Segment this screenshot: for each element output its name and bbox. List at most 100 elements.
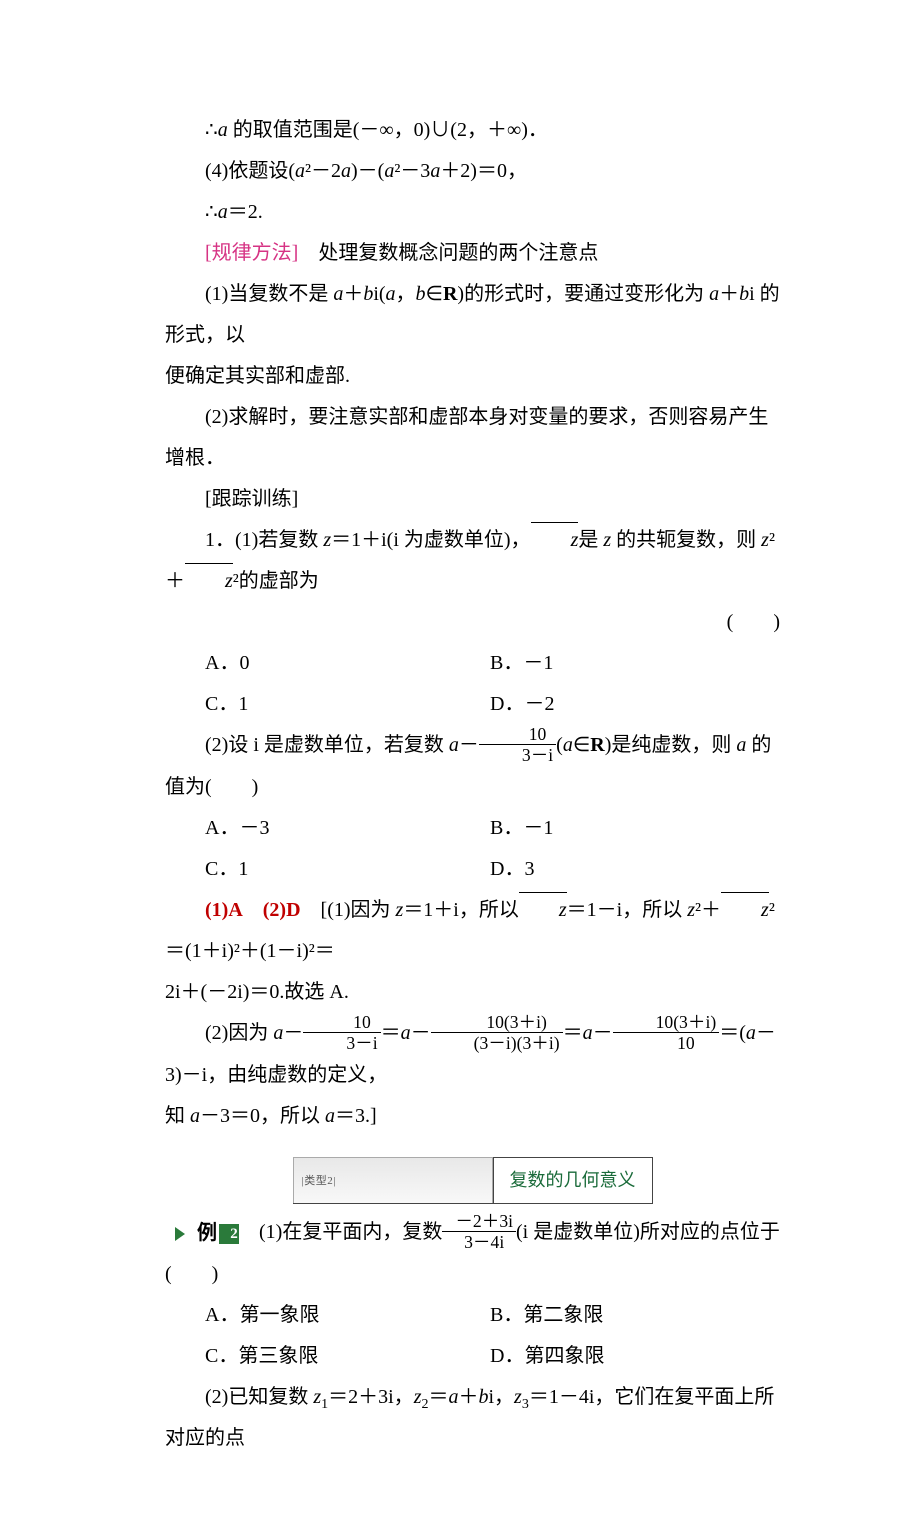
rule-item-1: (1)当复数不是 a＋bi(a，b∈R)的形式时，要通过变形化为 a＋bi 的形…	[165, 274, 780, 356]
denominator: 3－i	[303, 1033, 380, 1053]
text: ＝2.	[228, 201, 263, 223]
text: (2)因为	[205, 1022, 273, 1044]
option-b: B．－1	[490, 808, 780, 849]
var-a: a	[430, 160, 440, 182]
var-a: a	[333, 283, 343, 305]
fraction: 10(3＋i)(3－i)(3＋i)	[431, 1012, 563, 1053]
fraction: 10(3＋i)10	[613, 1012, 720, 1053]
var-z: z	[761, 529, 769, 551]
text: )是纯虚数，则	[605, 734, 737, 756]
text: )的形式时，要通过变形化为	[457, 283, 709, 305]
question-1-1: 1．(1)若复数 z＝1＋i(i 为虚数单位)，z是 z 的共轭复数，则 z²＋…	[165, 520, 780, 602]
triangle-icon	[175, 1227, 185, 1241]
text: (2)设 i 是虚数单位，若复数	[205, 734, 449, 756]
option-row: A．0 B．－1	[165, 643, 780, 684]
text: ²－3	[394, 160, 430, 182]
text: (4)依题设(	[205, 160, 295, 182]
option-row: C．1 D．3	[165, 849, 780, 890]
banner-tab: |类型2|	[293, 1157, 493, 1203]
option-d: D．第四象限	[490, 1336, 780, 1377]
option-c: C．1	[205, 849, 490, 890]
text: 的共轭复数，则	[611, 529, 761, 551]
answer-2: (2)D	[263, 899, 301, 921]
text: ²－2	[305, 160, 341, 182]
var-a: a	[401, 1022, 411, 1044]
var-a: a	[273, 1022, 283, 1044]
text: ＝	[563, 1022, 583, 1044]
text: ∴	[205, 119, 218, 141]
text: －	[283, 1022, 303, 1044]
rule-label: [规律方法]	[205, 242, 298, 264]
option-row: C．1 D．－2	[165, 684, 780, 725]
option-a: A．0	[205, 643, 490, 684]
text: (	[556, 734, 563, 756]
example-marker: 例 2	[175, 1213, 239, 1254]
var-a: a	[218, 119, 228, 141]
var-a: a	[218, 201, 228, 223]
option-a: A．第一象限	[205, 1295, 490, 1336]
example-2-2: (2)已知复数 z1＝2＋3i，z2＝a＋bi，z3＝1－4i，它们在复平面上所…	[165, 1377, 780, 1459]
text: 1．(1)若复数	[205, 529, 323, 551]
text-line: ∴a＝2.	[165, 192, 780, 233]
rule-heading: [规律方法] 处理复数概念问题的两个注意点	[165, 233, 780, 274]
rule-body: 处理复数概念问题的两个注意点	[298, 242, 598, 264]
text: ＋	[719, 283, 739, 305]
option-row: A．－3 B．－1	[165, 808, 780, 849]
text: (1)在复平面内，复数	[239, 1221, 442, 1243]
text: －	[593, 1022, 613, 1044]
var-z: z	[313, 1386, 321, 1408]
solution-1: (1)A (2)D [(1)因为 z＝1＋i，所以z＝1－i，所以 z²＋z²＝…	[165, 890, 780, 972]
denominator: (3－i)(3＋i)	[431, 1033, 563, 1053]
var-z-conj: z	[721, 890, 769, 931]
rule-item-1-cont: 便确定其实部和虚部.	[165, 356, 780, 397]
numerator: 10(3＋i)	[431, 1012, 563, 1033]
set-R: R	[590, 734, 604, 756]
option-d: D．－2	[490, 684, 780, 725]
var-z-conj: z	[185, 561, 233, 602]
fraction: 103－i	[479, 724, 556, 765]
banner-title: 复数的几何意义	[493, 1157, 653, 1203]
option-d: D．3	[490, 849, 780, 890]
text: ＝3.]	[335, 1105, 377, 1127]
var-a: a	[341, 160, 351, 182]
var-z: z	[514, 1386, 522, 1408]
var-z-conj: z	[519, 890, 567, 931]
text: [(1)因为	[301, 899, 396, 921]
rule-item-2: (2)求解时，要注意实部和虚部本身对变量的要求，否则容易产生增根．	[165, 397, 780, 479]
text: ＋2)＝0，	[440, 160, 527, 182]
text: ＝1－i，所以	[567, 899, 688, 921]
text: i，	[488, 1386, 514, 1408]
section-banner: |类型2| 复数的几何意义	[293, 1157, 653, 1204]
text: ＝	[428, 1386, 448, 1408]
text: 知	[165, 1105, 190, 1127]
fraction: 103－i	[303, 1012, 380, 1053]
fraction: －2＋3i3－4i	[442, 1211, 516, 1252]
text: ＝	[381, 1022, 401, 1044]
example-number-badge: 2	[219, 1224, 239, 1244]
text: 的取值范围是(－∞，0)∪(2，＋∞)．	[228, 119, 548, 141]
denominator: 3－4i	[442, 1232, 516, 1252]
solution-2: (2)因为 a－103－i＝a－10(3＋i)(3－i)(3＋i)＝a－10(3…	[165, 1013, 780, 1096]
var-a: a	[325, 1105, 335, 1127]
text: －	[411, 1022, 431, 1044]
var-z: z	[323, 529, 331, 551]
text: ∴	[205, 201, 218, 223]
answer-blank: ( )	[165, 602, 780, 643]
example-label: 例	[187, 1213, 217, 1254]
text: 是	[578, 529, 603, 551]
numerator: 10(3＋i)	[613, 1012, 720, 1033]
var-a: a	[386, 283, 396, 305]
denominator: 10	[613, 1033, 720, 1053]
answer-1: (1)A	[205, 899, 243, 921]
var-b: b	[478, 1386, 488, 1408]
text: (1)当复数不是	[205, 283, 333, 305]
solution-1-cont: 2i＋(－2i)＝0.故选 A.	[165, 972, 780, 1013]
var-z: z	[687, 899, 695, 921]
var-a: a	[449, 734, 459, 756]
var-z: z	[603, 529, 611, 551]
text: ＋	[458, 1386, 478, 1408]
var-a: a	[448, 1386, 458, 1408]
var-a: a	[563, 734, 573, 756]
option-c: C．第三象限	[205, 1336, 490, 1377]
var-a: a	[295, 160, 305, 182]
